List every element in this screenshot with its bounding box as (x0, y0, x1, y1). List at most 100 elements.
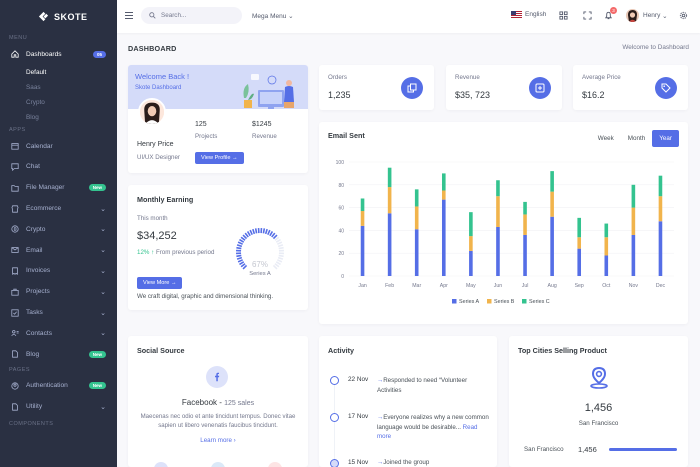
apps-grid-icon[interactable] (559, 11, 568, 20)
bitcoin-icon (11, 225, 19, 233)
us-flag-icon (511, 11, 522, 18)
contacts-icon (11, 329, 19, 337)
copy-icon (401, 77, 423, 99)
fullscreen-icon[interactable] (583, 11, 592, 20)
sidebar-item-projects[interactable]: Projects ⌄ (0, 281, 117, 302)
sidebar-item-contacts[interactable]: Contacts ⌄ (0, 323, 117, 344)
briefcase-icon (11, 288, 19, 296)
home-icon (11, 50, 19, 58)
apps-section-title: APPS (9, 126, 26, 133)
new-badge: New (88, 382, 106, 390)
earning-change-percent: 12% (137, 249, 150, 256)
city-progress-track (609, 448, 677, 451)
bar-segment (441, 199, 446, 276)
search-icon (149, 12, 156, 19)
brand-logo[interactable]: SKOTE (0, 0, 117, 33)
sidebar-item-crypto[interactable]: Crypto ⌄ (0, 219, 117, 240)
bell-icon[interactable]: 3 (604, 7, 617, 20)
sidebar-item-email[interactable]: Email ⌄ (0, 240, 117, 261)
notification-count: 3 (610, 7, 617, 14)
search-input[interactable] (161, 12, 241, 19)
x-tick-label: Feb (385, 283, 394, 289)
welcome-card: Welcome Back ! Skote Dashboard Henry Pri… (128, 65, 308, 173)
settings-gear-icon[interactable] (679, 11, 688, 20)
bar-segment (658, 175, 663, 197)
user-menu[interactable]: Henry ⌄ (626, 9, 668, 22)
gauge-tick (252, 228, 256, 235)
menu-section-title: MENU (9, 35, 28, 41)
calendar-icon (11, 142, 19, 150)
revenue-stat-value: $35, 723 (455, 90, 491, 100)
submenu-blog[interactable]: Blog (26, 113, 39, 121)
tab-week[interactable]: Week (591, 130, 621, 147)
folder-icon (11, 184, 19, 192)
learn-more-link[interactable]: Learn more › (128, 437, 308, 444)
earning-period: This month (137, 215, 168, 222)
y-tick-label: 0 (341, 274, 344, 280)
tab-year[interactable]: Year (652, 130, 679, 147)
sidebar-item-file-manager[interactable]: File Manager New (0, 177, 117, 198)
chevron-down-icon: ⌄ (100, 288, 106, 296)
submenu-default[interactable]: Default (26, 68, 47, 76)
language-label: English (525, 11, 547, 18)
activity-date: 17 Nov (348, 413, 369, 420)
sidebar-item-utility[interactable]: Utility ⌄ (0, 396, 117, 417)
sidebar-item-dashboards[interactable]: Dashboards 05 (0, 44, 117, 65)
x-tick-label: Jul (522, 283, 529, 289)
sidebar-item-calendar[interactable]: Calendar (0, 136, 117, 157)
sidebar-item-label: Contacts (26, 329, 53, 337)
monthly-earning-card: Monthly Earning This month $34,252 12% ↑… (128, 185, 308, 310)
menu-toggle-icon[interactable] (125, 12, 133, 19)
task-icon (11, 308, 19, 317)
gauge-tick (240, 236, 246, 241)
mega-menu-dropdown[interactable]: Mega Menu ⌄ (252, 12, 294, 20)
mega-menu-label: Mega Menu (252, 13, 287, 20)
sidebar-item-tasks[interactable]: Tasks ⌄ (0, 302, 117, 323)
activity-card: Activity 22 Nov →Responded to need “Volu… (319, 336, 497, 467)
sidebar-item-label: File Manager (26, 184, 65, 192)
breadcrumb: Welcome to Dashboard (622, 44, 689, 51)
gauge-tick (274, 263, 280, 268)
chevron-down-icon: ⌄ (100, 247, 106, 255)
gauge-tick (236, 254, 242, 258)
user-name: Henry (643, 12, 661, 19)
submenu-crypto[interactable]: Crypto (26, 98, 45, 106)
language-selector[interactable]: English (511, 11, 546, 18)
tab-month[interactable]: Month (621, 130, 653, 147)
page-title: DASHBOARD (128, 44, 177, 53)
receipt-icon (11, 267, 19, 275)
sidebar-item-authentication[interactable]: Authentication New (0, 376, 117, 397)
email-sent-chart: 0 20 40 60 80 100 Jan Feb Mar Apr May Jun Jul Aug Sep O… (336, 160, 674, 305)
sidebar-item-blog[interactable]: Blog New (0, 344, 117, 365)
view-more-button[interactable]: View More → (137, 277, 183, 289)
x-tick-label: Oct (602, 283, 611, 289)
arrow-right-icon: → (377, 459, 384, 466)
bar-segment (360, 211, 365, 226)
gauge-tick (274, 236, 280, 241)
bar-segment (631, 207, 636, 235)
read-more-link[interactable]: Read more (377, 423, 478, 441)
sidebar-item-invoices[interactable]: Invoices ⌄ (0, 261, 117, 282)
sidebar-item-ecommerce[interactable]: Ecommerce ⌄ (0, 198, 117, 219)
submenu-saas[interactable]: Saas (26, 83, 41, 91)
social-title: Social Source (137, 346, 185, 355)
user-circle-icon (11, 382, 19, 390)
sidebar-item-label: Crypto (26, 225, 46, 233)
gauge-tick (264, 228, 268, 235)
map-pin-icon (588, 366, 610, 390)
city-top-value: 1,456 (584, 402, 613, 414)
timeline-line (334, 384, 335, 467)
search-box (141, 7, 242, 24)
city-row-name: San Francisco (524, 446, 564, 453)
view-profile-button[interactable]: View Profile → (195, 152, 244, 164)
bar-segment (550, 216, 554, 276)
gauge-tick (242, 264, 248, 270)
legend-label: Series C (529, 299, 550, 305)
sidebar-item-chat[interactable]: Chat (0, 157, 117, 178)
earning-footer: We craft digital, graphic and dimensiona… (137, 293, 274, 300)
gauge-tick (278, 254, 284, 258)
chevron-right-icon: › (233, 437, 236, 444)
bar-segment (414, 189, 419, 207)
social-network: Facebook (181, 398, 218, 407)
view-profile-label: View Profile (201, 155, 231, 161)
